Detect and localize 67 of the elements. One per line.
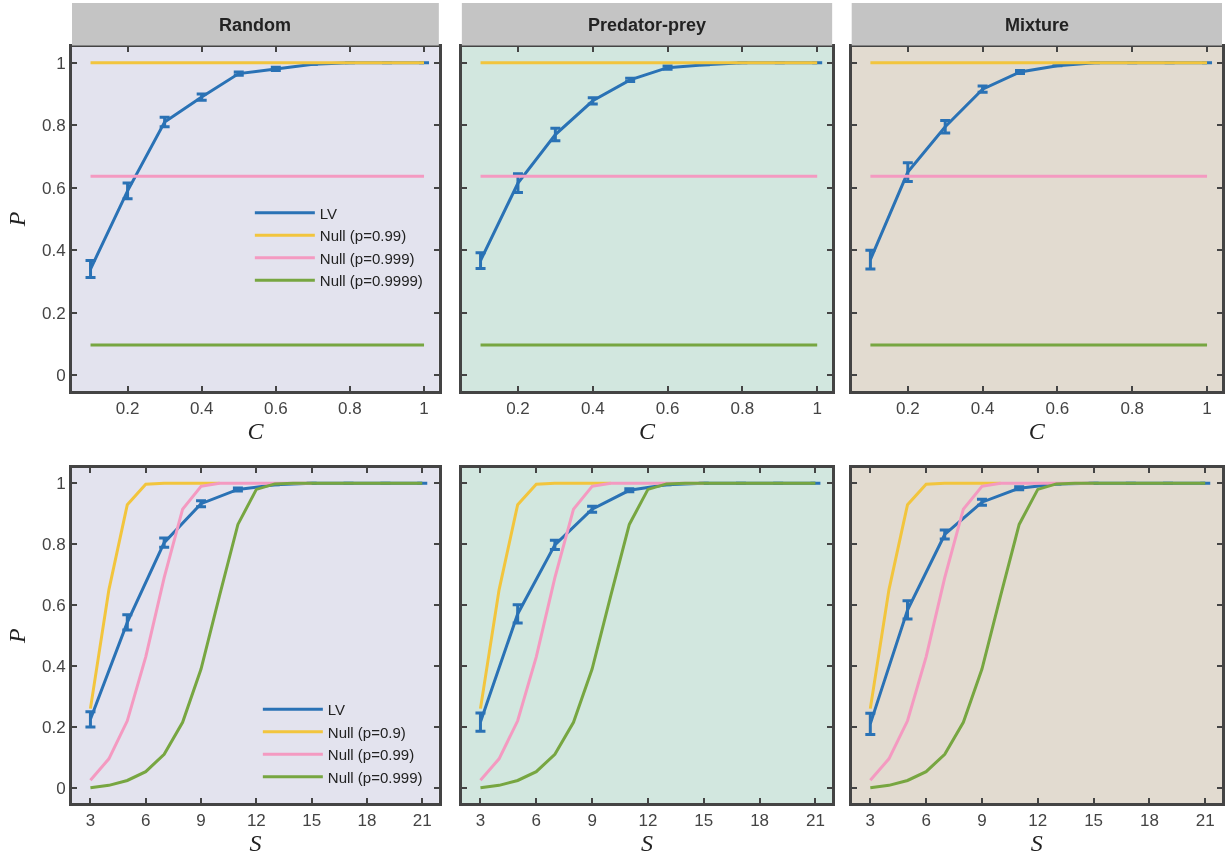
x-tick-label: 1 xyxy=(1202,399,1212,419)
x-tick-label: 15 xyxy=(694,811,714,831)
y-tick-label: 0 xyxy=(56,778,66,798)
x-tick-label: 6 xyxy=(921,811,931,831)
x-tick-label: 3 xyxy=(865,811,876,831)
x-tick-label: 0.6 xyxy=(263,399,288,419)
legend-label: Null (p=0.9999) xyxy=(319,272,423,290)
x-tick-label: 9 xyxy=(977,811,987,831)
x-tick-label: 0.4 xyxy=(580,399,605,419)
x-axis-title: S xyxy=(249,830,262,857)
x-tick-label: 18 xyxy=(357,811,377,831)
y-tick-label: 0.2 xyxy=(41,717,66,737)
y-tick-label: 0.8 xyxy=(41,535,66,555)
x-tick-label: 12 xyxy=(246,811,266,831)
y-tick-label: 0.4 xyxy=(41,656,66,676)
y-tick-label: 0.6 xyxy=(41,596,66,616)
x-tick-label: 0.6 xyxy=(655,399,680,419)
legend-label: LV xyxy=(327,701,346,719)
x-tick-label: 18 xyxy=(750,811,770,831)
y-tick-label: 1 xyxy=(56,53,66,73)
chart-title: Random xyxy=(219,15,291,35)
x-tick-label: 6 xyxy=(141,811,151,831)
legend-label: Null (p=0.999) xyxy=(327,768,423,786)
x-tick-label: 0.4 xyxy=(189,399,214,419)
x-tick-label: 9 xyxy=(587,811,597,831)
legend-label: LV xyxy=(319,204,338,222)
x-tick-label: 0.2 xyxy=(115,399,140,419)
legend-label: Null (p=0.99) xyxy=(327,746,415,764)
x-tick-label: 0.4 xyxy=(970,399,995,419)
y-tick-label: 1 xyxy=(56,474,66,494)
x-tick-label: 15 xyxy=(1084,811,1104,831)
x-tick-label: 0.8 xyxy=(338,399,362,419)
chart-title: Predator-prey xyxy=(588,15,707,35)
y-axis-title: P xyxy=(4,627,31,644)
x-tick-label: 21 xyxy=(412,811,432,831)
x-axis-title: C xyxy=(247,418,265,445)
x-tick-label: 1 xyxy=(812,399,822,419)
legend-label: Null (p=0.9) xyxy=(327,723,406,741)
x-tick-label: 3 xyxy=(85,811,96,831)
x-tick-label: 18 xyxy=(1139,811,1159,831)
x-tick-label: 0.2 xyxy=(506,399,530,419)
x-tick-label: 21 xyxy=(1195,811,1215,831)
y-tick-label: 0.8 xyxy=(41,116,66,136)
x-tick-label: 12 xyxy=(638,811,658,831)
chart-title: Mixture xyxy=(1005,15,1070,35)
legend-label: Null (p=0.99) xyxy=(319,227,407,245)
x-tick-label: 3 xyxy=(475,811,486,831)
y-axis-title: P xyxy=(4,211,31,228)
x-tick-label: 0.8 xyxy=(1120,399,1145,419)
legend-label: Null (p=0.999) xyxy=(319,249,415,267)
x-tick-label: 9 xyxy=(196,811,206,831)
x-tick-label: 6 xyxy=(531,811,542,831)
x-axis-title: C xyxy=(1028,418,1046,445)
x-tick-label: 0.2 xyxy=(895,399,920,419)
x-axis-title: S xyxy=(641,830,653,857)
y-tick-label: 0.4 xyxy=(41,241,66,261)
x-tick-label: 0.6 xyxy=(1045,399,1070,419)
x-tick-label: 21 xyxy=(805,811,825,831)
y-tick-label: 0.6 xyxy=(41,178,66,198)
x-tick-label: 12 xyxy=(1028,811,1048,831)
x-axis-title: C xyxy=(638,418,656,445)
x-tick-label: 15 xyxy=(302,811,322,831)
y-tick-label: 0 xyxy=(56,366,66,386)
x-tick-label: 1 xyxy=(419,399,429,419)
y-tick-label: 0.2 xyxy=(41,303,66,323)
x-tick-label: 0.8 xyxy=(730,399,755,419)
x-axis-title: S xyxy=(1030,830,1043,857)
